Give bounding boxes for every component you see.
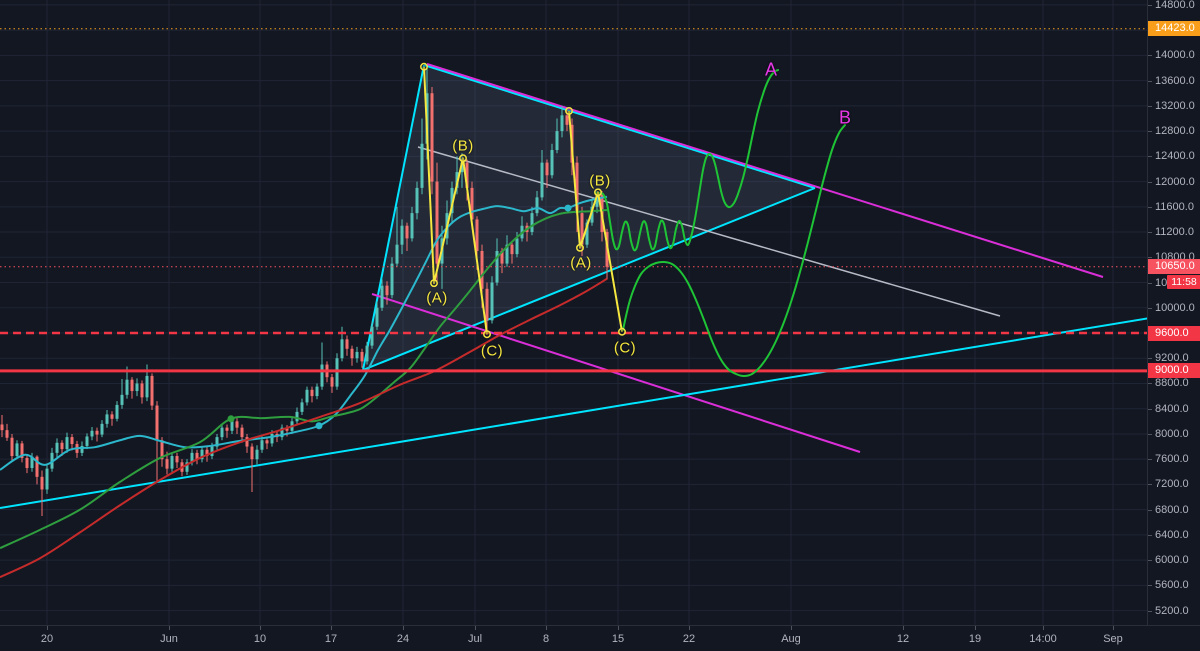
time-tick-mark (260, 626, 261, 630)
cyan-support-trendline[interactable] (0, 317, 1147, 509)
candle-close-countdown: 11:58 (1167, 275, 1200, 289)
white-trendline[interactable] (417, 146, 1001, 317)
magenta-trendline-lower[interactable] (371, 293, 861, 453)
price-tick-label: 11600.0 (1155, 200, 1194, 213)
candles (0, 68, 609, 516)
current-price-tag: 10650.0 (1148, 259, 1200, 275)
time-tick-label-1400: 14:00 (1029, 633, 1057, 645)
time-tick-mark (791, 626, 792, 630)
time-tick-mark (403, 626, 404, 630)
price-axis[interactable]: 14800.014400.014000.013600.013200.012800… (1147, 0, 1200, 625)
time-tick-mark (689, 626, 690, 630)
price-tick-label: 5200.0 (1155, 604, 1189, 617)
price-tick-label: 6800.0 (1155, 503, 1189, 516)
price-tick-label: 13600.0 (1155, 74, 1195, 87)
price-tick-mark (1148, 459, 1152, 461)
time-tick-mark (618, 626, 619, 630)
price-tick-label: 11200.0 (1155, 226, 1194, 239)
time-tick-label-15: 15 (611, 633, 625, 645)
time-tick-label-22: 22 (682, 633, 696, 645)
price-tick-mark (1148, 282, 1152, 284)
ma-cross-dot-teal-2 (564, 204, 572, 212)
price-tick-label: 8000.0 (1155, 427, 1189, 440)
price-tick-mark (1148, 156, 1152, 158)
ma-cross-dot-teal-1 (315, 422, 323, 430)
price-tick-label: 13200.0 (1155, 99, 1195, 112)
price-tick-label: 6000.0 (1155, 554, 1189, 567)
price-tick-mark (1148, 232, 1152, 234)
time-tick-mark (903, 626, 904, 630)
price-tick-mark (1148, 55, 1152, 57)
price-tick-mark (1148, 257, 1152, 259)
magenta-trendline-upper[interactable] (426, 63, 1104, 278)
price-tick-mark (1148, 4, 1152, 6)
price-tick-mark (1148, 610, 1152, 612)
abc-correction-2[interactable] (565, 106, 626, 336)
price-tick-label: 7200.0 (1155, 478, 1189, 491)
price-tick-mark (1148, 383, 1152, 385)
time-axis[interactable]: 20 Jun 10 17 24 Jul 8 15 22 Aug 12 19 14:00 Sep (0, 625, 1200, 651)
price-tick-mark (1148, 484, 1152, 486)
time-tick-mark (47, 626, 48, 630)
price-tick-label: 9200.0 (1155, 352, 1189, 365)
price-tick-mark (1148, 534, 1152, 536)
time-tick-label-20: 20 (40, 633, 54, 645)
price-tick-label: 6400.0 (1155, 528, 1189, 541)
price-tick-mark (1148, 585, 1152, 587)
time-tick-label-24: 24 (396, 633, 410, 645)
price-tick-label: 14000.0 (1155, 49, 1195, 62)
price-tick-label: 12800.0 (1155, 125, 1195, 138)
price-tick-mark (1148, 408, 1152, 410)
slow-ma-red[interactable] (0, 277, 608, 579)
ath-price-tag: 14423.0 (1148, 21, 1200, 37)
time-tick-label-12: 12 (896, 633, 910, 645)
price-tick-label: 14800.0 (1155, 0, 1195, 11)
time-tick-mark (975, 626, 976, 630)
price-tick-mark (1148, 105, 1152, 107)
price-tick-mark (1148, 307, 1152, 309)
chart-canvas[interactable]: (A) (B) (C) (A) (B) (C) A B (0, 0, 1147, 625)
ma-cross-dot-green (227, 415, 235, 423)
alert-9000-tag: 9000.0 (1148, 363, 1200, 379)
price-tick-label: 7600.0 (1155, 453, 1189, 466)
price-tick-label: 5600.0 (1155, 579, 1189, 592)
candlestick-chart[interactable] (0, 0, 1147, 625)
time-tick-label-sep: Sep (1103, 633, 1123, 645)
projection-curve-b[interactable] (622, 124, 846, 378)
grid (0, 0, 1147, 625)
time-tick-mark (475, 626, 476, 630)
price-tick-label: 12000.0 (1155, 175, 1195, 188)
alert-9600-tag: 9600.0 (1148, 325, 1200, 341)
time-tick-mark (1043, 626, 1044, 630)
price-tick-mark (1148, 560, 1152, 562)
price-tick-mark (1148, 80, 1152, 82)
price-tick-label: 8800.0 (1155, 377, 1189, 390)
price-tick-label: 10000.0 (1155, 301, 1195, 314)
time-tick-mark (169, 626, 170, 630)
slow-ma-green[interactable] (0, 208, 608, 550)
price-tick-mark (1148, 181, 1152, 183)
price-tick-label: 12400.0 (1155, 150, 1195, 163)
time-tick-label-8: 8 (542, 633, 550, 645)
price-tick-mark (1148, 358, 1152, 360)
time-tick-mark (331, 626, 332, 630)
price-tick-mark (1148, 433, 1152, 435)
time-tick-label-10: 10 (253, 633, 267, 645)
time-tick-label-17: 17 (324, 633, 338, 645)
price-tick-label: 8400.0 (1155, 402, 1189, 415)
time-tick-label-19: 19 (968, 633, 982, 645)
time-tick-label-aug: Aug (781, 633, 801, 645)
abc-correction-1[interactable] (420, 62, 491, 339)
price-tick-mark (1148, 509, 1152, 511)
time-tick-mark (1113, 626, 1114, 630)
price-tick-mark (1148, 206, 1152, 208)
time-tick-mark (546, 626, 547, 630)
projection-curve-a[interactable] (595, 69, 779, 252)
fast-ma[interactable] (0, 195, 608, 471)
time-tick-label-jul: Jul (467, 633, 483, 645)
price-tick-mark (1148, 131, 1152, 133)
time-tick-label-jun: Jun (160, 633, 178, 645)
